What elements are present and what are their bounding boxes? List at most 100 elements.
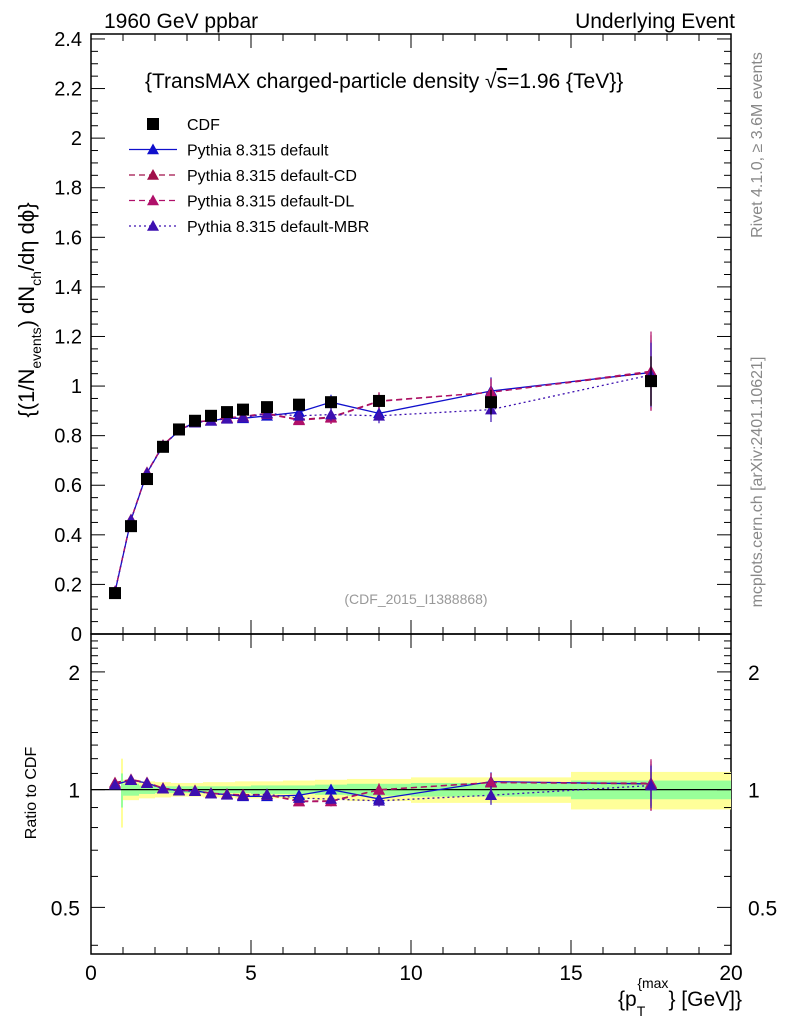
y-tick-label: 0.4 xyxy=(54,525,82,547)
cdf-point xyxy=(237,403,249,416)
cdf-point xyxy=(485,396,497,409)
cdf-point xyxy=(189,414,201,427)
ratio-point xyxy=(189,785,201,797)
ratio-point xyxy=(109,778,121,790)
legend-marker xyxy=(147,169,159,180)
y-tick-label: 2 xyxy=(71,128,82,150)
chart-title-sqrt: √ xyxy=(485,70,497,93)
series-point xyxy=(293,409,305,421)
y-tick-label: 0.2 xyxy=(54,574,82,596)
x-label-post: } [GeV]} xyxy=(668,988,742,1011)
x-axis-label: {pT {max} [GeV]} xyxy=(618,975,742,1019)
ratio-point xyxy=(141,777,153,789)
x-tick-label: 5 xyxy=(245,962,257,985)
y-tick-label: 1 xyxy=(71,376,82,398)
x-tick-label: 20 xyxy=(719,962,742,985)
series-point xyxy=(373,409,385,421)
cdf-point xyxy=(125,520,137,533)
cdf-point xyxy=(645,375,657,388)
cdf-point xyxy=(173,423,185,436)
y-axis-label: {(1/Nevents) dNch/dη dϕ} xyxy=(14,202,44,417)
data-markers xyxy=(109,331,657,811)
y-label-sub2: ch xyxy=(28,271,44,286)
series-line-main xyxy=(114,370,652,592)
ratio-point xyxy=(237,789,249,801)
ratio-point xyxy=(221,788,233,800)
y-tick-label: 1.2 xyxy=(54,326,82,348)
cdf-point xyxy=(293,398,305,411)
legend-marker xyxy=(147,220,159,231)
ratio-tick-label-right: 0.5 xyxy=(748,897,777,920)
ratio-band-inner xyxy=(121,773,123,808)
header-right: Underlying Event xyxy=(575,10,735,33)
x-label-pre: {p xyxy=(618,988,637,1011)
ratio-point xyxy=(485,776,497,788)
header-left: 1960 GeV ppbar xyxy=(104,10,258,33)
ratio-tick-label-right: 2 xyxy=(748,662,760,685)
y-tick-label: 1.4 xyxy=(54,277,82,299)
ratio-tick-label-right: 1 xyxy=(748,780,760,803)
ratio-point xyxy=(173,784,185,796)
ratio-tick-label-left: 2 xyxy=(68,662,80,685)
y-label-sub1: events xyxy=(28,327,44,368)
series-lines xyxy=(114,370,652,803)
y-tick-label: 2.4 xyxy=(54,29,82,51)
y-tick-label: 2.2 xyxy=(54,79,82,101)
ratio-tick-label-left: 1 xyxy=(68,780,80,803)
legend-marker xyxy=(147,143,159,155)
ratio-point xyxy=(373,794,385,806)
y-label-end: /dη dϕ} xyxy=(14,202,39,271)
cdf-point xyxy=(109,587,121,600)
legend-marker xyxy=(147,194,159,206)
x-tick-label: 0 xyxy=(85,962,97,985)
chart-title: {TransMAX charged-particle density √s=1.… xyxy=(145,70,623,93)
chart-title-main: {TransMAX charged-particle density xyxy=(145,70,485,93)
ratio-point xyxy=(485,789,497,800)
ratio-point xyxy=(373,784,385,795)
cdf-point xyxy=(221,406,233,419)
x-tick-label: 15 xyxy=(559,962,582,985)
axis-ticks xyxy=(90,34,732,954)
chart-title-end: =1.96 {TeV}} xyxy=(507,70,623,93)
ratio-point xyxy=(325,792,337,804)
analysis-id: (CDF_2015_I1388868) xyxy=(344,591,487,607)
y-tick-label: 0.8 xyxy=(54,426,82,448)
legend-label: Pythia 8.315 default xyxy=(187,143,329,160)
ratio-y-axis-label: Ratio to CDF xyxy=(23,747,40,840)
legend-label: Pythia 8.315 default-CD xyxy=(187,168,357,185)
ratio-point xyxy=(261,788,273,800)
legend-label: CDF xyxy=(187,117,220,134)
series-point xyxy=(325,408,337,420)
mcplots-label: mcplots.cern.ch [arXiv:2401.10621] xyxy=(749,357,766,608)
ratio-point xyxy=(157,782,169,794)
ratio-point xyxy=(125,774,137,785)
chart-title-s: s xyxy=(497,70,508,93)
y-tick-label: 1.6 xyxy=(54,227,82,249)
cdf-point xyxy=(261,401,273,414)
cdf-point xyxy=(325,396,337,409)
legend: CDF Pythia 8.315 default Pythia 8.315 defa… xyxy=(129,117,369,236)
legend-label: Pythia 8.315 default-MBR xyxy=(187,219,369,236)
axis-tick-labels: 0 5 10 15 20 0 0.2 0.4 0.6 0.8 1 1.2 1.4 1.6 1.8 2 2.2 2.… xyxy=(51,29,777,985)
cdf-point xyxy=(141,473,153,486)
rivet-label: Rivet 4.1.0, ≥ 3.6M events xyxy=(749,52,766,238)
x-tick-label: 10 xyxy=(399,962,422,985)
series-point xyxy=(237,411,249,423)
y-tick-label: 0 xyxy=(71,624,82,646)
cdf-point xyxy=(373,394,385,407)
ratio-tick-label-left: 0.5 xyxy=(51,897,80,920)
y-tick-label: 1.8 xyxy=(54,178,82,200)
series-line-main xyxy=(114,374,652,592)
legend-label: Pythia 8.315 default-DL xyxy=(187,194,354,211)
legend-marker-cdf xyxy=(147,118,159,130)
series-point xyxy=(221,412,233,424)
cdf-point xyxy=(205,409,217,422)
y-label-mid: ) dN xyxy=(14,286,39,328)
cdf-point xyxy=(157,440,169,453)
ratio-point xyxy=(293,792,305,803)
y-tick-label: 0.6 xyxy=(54,475,82,497)
y-label-main: {(1/N xyxy=(14,369,39,418)
ratio-point xyxy=(205,787,217,799)
x-label-sup: {max xyxy=(637,975,668,991)
